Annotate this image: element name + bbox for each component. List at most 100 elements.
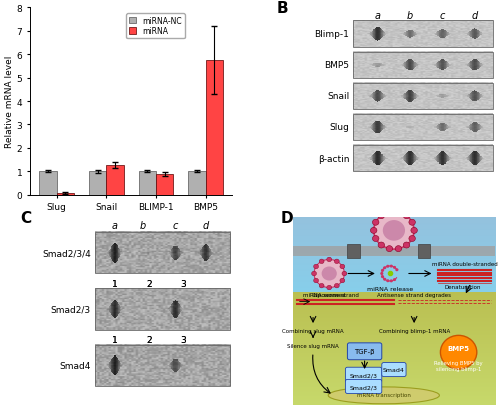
Bar [417,95,418,98]
Bar [405,127,406,128]
Bar [470,125,471,131]
Bar [434,127,435,128]
Circle shape [312,272,316,276]
Circle shape [372,220,379,225]
Circle shape [334,284,339,288]
Bar [441,60,442,71]
Bar [377,152,378,166]
Bar [473,152,474,165]
Bar [403,157,404,161]
Text: d: d [203,221,209,230]
Bar [385,96,386,97]
Bar [376,28,377,41]
Circle shape [381,275,384,278]
Bar [369,96,370,97]
Bar [418,245,430,258]
Bar [175,359,176,372]
Text: BMP5: BMP5 [448,346,469,351]
Bar [114,243,115,263]
Bar [468,126,469,129]
Bar [475,91,476,102]
Bar [450,65,451,66]
Bar [379,152,380,166]
Bar [479,63,480,69]
Bar [381,123,382,132]
Bar [188,172,206,195]
Bar [414,127,415,128]
Bar [464,65,465,66]
Bar [139,253,140,254]
Bar [435,96,436,97]
Bar [466,34,468,36]
Circle shape [386,280,390,282]
Bar [481,33,482,36]
Circle shape [378,213,384,219]
Bar [112,358,113,373]
Text: miRNA sense strand: miRNA sense strand [303,292,359,297]
Bar [380,29,381,40]
Bar [472,123,473,132]
Bar [476,152,478,165]
Bar [468,64,469,68]
Bar [471,154,472,164]
Bar [408,127,409,128]
Bar [480,156,481,161]
Bar [447,96,448,97]
Bar [441,152,442,166]
Bar [293,247,495,256]
Bar [107,309,108,310]
Bar [204,245,205,261]
Bar [180,251,181,256]
Bar [470,93,471,100]
Bar [173,248,174,259]
Bar [468,33,469,36]
Bar [89,172,106,195]
Text: 1: 1 [112,335,118,344]
Bar [474,152,475,166]
Bar [447,32,448,37]
Bar [387,96,388,97]
Circle shape [383,267,386,270]
Bar [406,32,407,37]
Bar [468,95,469,98]
Bar [384,157,385,160]
Bar [120,307,121,311]
Bar [374,64,376,67]
Bar [436,64,437,67]
Bar [140,253,141,254]
Text: Antisense strand degrades: Antisense strand degrades [377,292,451,297]
Bar [442,152,443,166]
Bar [380,64,381,67]
Bar [386,96,387,97]
Circle shape [340,265,345,269]
Bar [436,33,437,36]
Circle shape [334,259,339,264]
Bar [478,31,479,38]
Bar [412,31,413,38]
Bar [415,94,416,99]
Bar [432,158,433,159]
Bar [473,60,474,71]
Bar [436,126,437,129]
Bar [471,93,472,100]
Bar [415,33,416,36]
Bar [108,307,110,311]
Bar [368,96,369,97]
Bar [472,30,473,39]
Bar [476,92,478,101]
Bar [444,31,445,38]
Bar [474,123,475,133]
Bar [203,247,204,260]
Bar [466,127,468,128]
Bar [172,361,173,370]
Bar [483,34,484,35]
Bar [436,96,437,97]
Bar [206,245,208,261]
FancyBboxPatch shape [346,367,382,382]
Bar [406,62,407,69]
Bar [470,62,471,69]
Bar [443,123,444,132]
Bar [385,65,386,66]
Bar [372,125,373,131]
Circle shape [393,278,396,281]
